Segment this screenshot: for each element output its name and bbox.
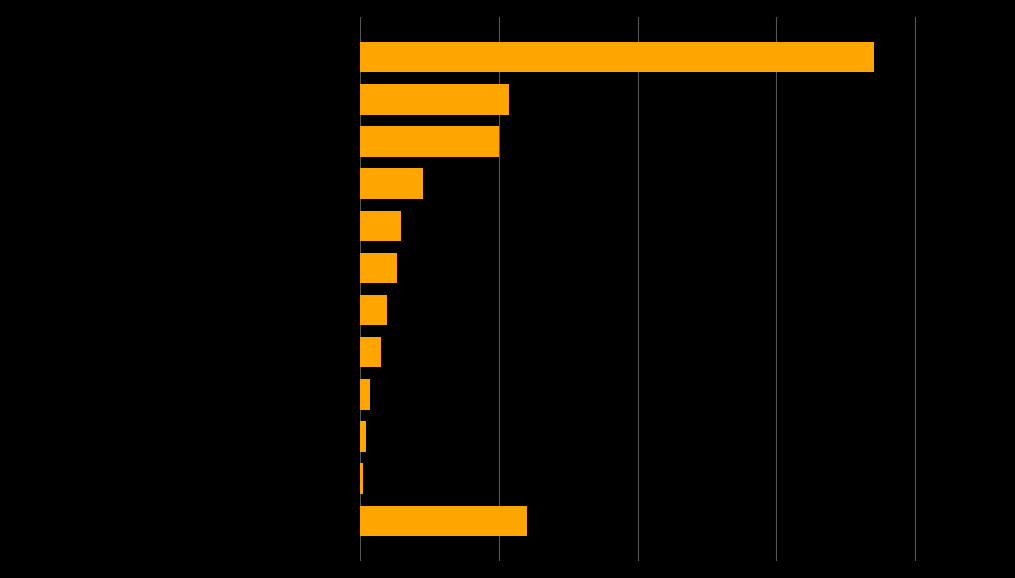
Bar: [360, 295, 387, 325]
Bar: [360, 168, 422, 199]
Bar: [360, 84, 510, 114]
Bar: [360, 464, 362, 494]
Bar: [360, 253, 397, 283]
Bar: [360, 506, 527, 536]
Bar: [360, 127, 499, 157]
Bar: [360, 42, 874, 72]
Bar: [360, 421, 365, 451]
Bar: [360, 379, 370, 410]
Bar: [360, 210, 401, 241]
Bar: [360, 337, 381, 368]
